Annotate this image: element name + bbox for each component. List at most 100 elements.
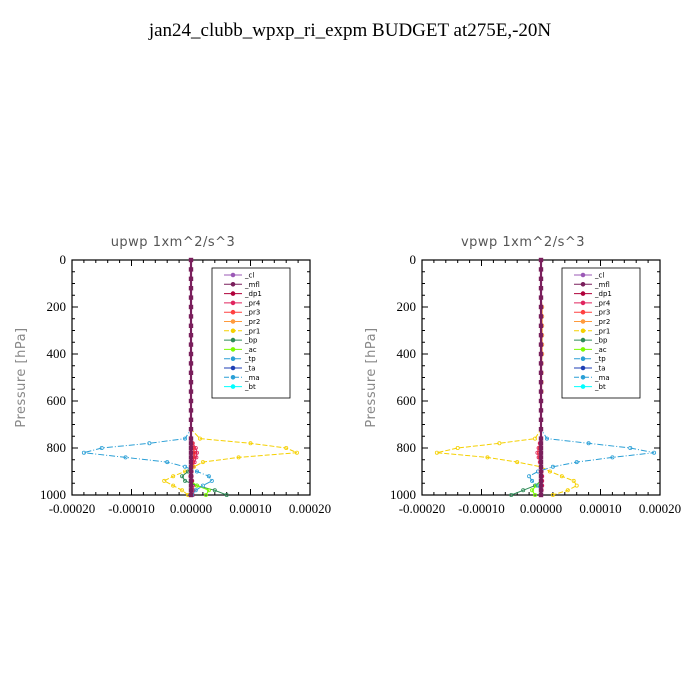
- series-marker-ac: [533, 492, 538, 497]
- zero-profile-marker: [188, 469, 194, 474]
- series-marker-pr1: [284, 445, 289, 450]
- x-tick-label: -0.00020: [49, 501, 96, 516]
- panel-title: upwp 1xm^2/s^3: [111, 235, 236, 250]
- zero-profile-marker: [538, 474, 544, 479]
- legend-label: _pr2: [594, 318, 610, 326]
- zero-profile-marker: [538, 333, 544, 338]
- series-marker-bp: [509, 492, 514, 497]
- zero-profile-marker: [188, 276, 194, 281]
- series-marker-pr1: [200, 460, 205, 465]
- zero-profile-marker: [188, 361, 194, 366]
- y-tick-label: 1000: [40, 487, 66, 502]
- series-marker-pr1: [180, 488, 185, 493]
- legend-label: _dp1: [244, 290, 262, 298]
- legend-marker: [230, 365, 236, 371]
- zero-profile-marker: [538, 478, 544, 484]
- zero-profile-marker: [538, 441, 544, 446]
- legend-marker: [230, 375, 236, 380]
- series-marker-tp: [183, 464, 188, 469]
- series-marker-tp: [123, 455, 128, 460]
- zero-profile-marker: [188, 323, 194, 328]
- legend-label: _ac: [594, 346, 607, 354]
- y-axis-label: Pressure [hPa]: [364, 327, 379, 427]
- series-marker-pr1: [162, 478, 167, 483]
- series-marker-tp: [147, 441, 152, 446]
- legend-marker: [580, 272, 586, 278]
- zero-profile-marker: [538, 398, 544, 404]
- series-marker-ac: [203, 492, 208, 497]
- legend-label: _pr1: [244, 327, 260, 335]
- legend-marker: [230, 309, 236, 315]
- x-tick-label: -0.00010: [458, 501, 505, 516]
- zero-profile-marker: [538, 483, 544, 488]
- y-tick-label: 600: [397, 393, 417, 408]
- series-marker-pr1: [485, 455, 490, 460]
- legend-marker: [580, 328, 586, 334]
- series-marker-pr1: [455, 445, 460, 450]
- legend-marker: [230, 347, 236, 352]
- zero-profile-marker: [188, 427, 194, 432]
- series-marker-tp: [165, 460, 170, 465]
- zero-profile-marker: [188, 286, 194, 291]
- legend-marker: [580, 384, 586, 389]
- zero-profile-marker: [188, 380, 194, 385]
- series-marker-ac: [194, 483, 199, 488]
- legend-marker: [230, 384, 236, 389]
- series-marker-pr1: [565, 488, 570, 493]
- y-tick-label: 200: [397, 299, 417, 314]
- zero-profile-marker: [538, 267, 544, 272]
- series-marker-tp: [628, 445, 633, 450]
- zero-profile-marker: [188, 257, 194, 263]
- series-line-bp: [511, 260, 542, 496]
- zero-profile-marker: [188, 398, 194, 404]
- zero-profile-marker: [538, 389, 544, 394]
- x-tick-label: 0.00010: [579, 501, 621, 516]
- legend-label: _tp: [244, 355, 256, 363]
- series-marker-pr1: [171, 474, 176, 479]
- zero-profile-marker: [538, 276, 544, 281]
- series-marker-ac: [530, 488, 535, 493]
- series-marker-pr1: [533, 436, 538, 441]
- zero-profile-marker: [538, 450, 544, 455]
- legend-marker: [230, 282, 236, 287]
- y-tick-label: 800: [397, 440, 417, 455]
- zero-profile-marker: [188, 474, 194, 479]
- series-marker-tp: [527, 474, 532, 479]
- legend-marker: [580, 347, 586, 352]
- zero-profile-marker: [188, 478, 194, 484]
- series-marker-pr1: [515, 460, 520, 465]
- x-tick-label: -0.00010: [108, 501, 155, 516]
- legend-marker: [580, 291, 586, 296]
- zero-profile-marker: [188, 450, 194, 455]
- legend-label: _pr3: [244, 309, 260, 317]
- series-marker-tp: [652, 450, 657, 455]
- legend-label: _bt: [244, 383, 256, 391]
- series-marker-pr4: [193, 445, 198, 450]
- legend-label: _dp1: [594, 290, 612, 298]
- series-marker-tp: [610, 455, 615, 460]
- y-tick-label: 800: [47, 440, 67, 455]
- zero-profile-marker: [188, 459, 194, 465]
- legend-label: _cl: [594, 272, 604, 280]
- zero-profile-marker: [188, 408, 194, 413]
- legend-label: _ma: [594, 374, 610, 382]
- legend-marker: [580, 309, 586, 315]
- x-tick-label: 0.00020: [289, 501, 331, 516]
- zero-profile-marker: [538, 492, 544, 498]
- y-tick-label: 0: [410, 252, 417, 267]
- zero-profile-marker: [538, 342, 544, 347]
- series-marker-pr1: [559, 474, 564, 479]
- zero-profile-marker: [538, 469, 544, 474]
- zero-profile-marker: [538, 464, 544, 469]
- zero-profile-marker: [538, 488, 544, 493]
- legend-label: _ma: [244, 374, 260, 382]
- zero-profile-marker: [188, 445, 194, 451]
- legend-marker: [230, 337, 236, 343]
- zero-profile-marker: [538, 417, 544, 422]
- series-marker-tp: [209, 478, 214, 483]
- zero-profile-marker: [538, 445, 544, 451]
- series-marker-pr1: [236, 455, 241, 460]
- zero-profile-marker: [538, 314, 544, 319]
- legend-marker: [230, 272, 236, 278]
